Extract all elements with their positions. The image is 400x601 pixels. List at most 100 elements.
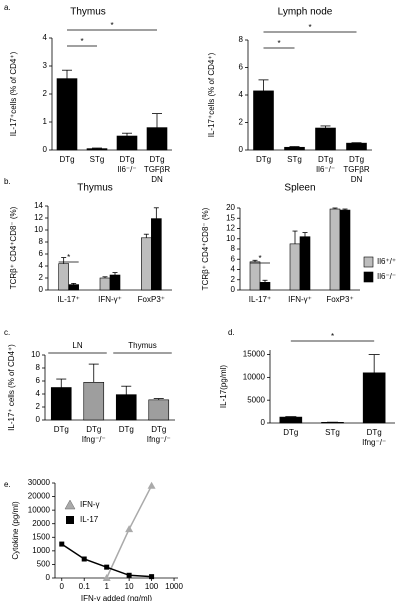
y-tick-label: 2 (43, 89, 48, 98)
bar (315, 127, 336, 151)
x-tick-label: 0.1 (79, 582, 91, 591)
bar (141, 237, 152, 291)
x-tick-label: TGFβR (343, 165, 370, 174)
legend-swatch (64, 499, 76, 510)
panel-label: b. (4, 177, 11, 186)
marker (81, 556, 87, 562)
panel-label: d. (228, 328, 235, 337)
bar (284, 146, 305, 151)
y-tick-label: 3 (43, 61, 48, 70)
x-tick-label: Il6⁻/⁻ (316, 165, 335, 174)
bar (151, 218, 162, 291)
marker (102, 574, 111, 581)
y-tick-label: 0 (239, 145, 244, 154)
x-tick-label: DTg (119, 155, 134, 164)
x-tick-label: FoxP3⁺ (326, 295, 353, 304)
y-tick-label: 2 (231, 275, 236, 284)
marker (104, 564, 110, 570)
x-tick-label: STg (287, 155, 302, 164)
bar (346, 142, 367, 151)
y-tick-label: 8 (239, 35, 244, 44)
panel-label: e. (4, 480, 11, 489)
chart-title: Spleen (284, 183, 315, 194)
x-tick-label: IFN-γ⁺ (98, 295, 122, 304)
y-axis-label: TCRβ⁺ CD4⁺CD8⁻ (%) (201, 207, 210, 290)
panel-label: a. (4, 3, 11, 12)
y-tick-label: 4 (239, 90, 244, 99)
y-tick-label: 1000 (32, 546, 50, 555)
bar (146, 127, 168, 151)
chart-title: Lymph node (278, 7, 333, 18)
bar (289, 243, 301, 291)
x-tick-label: DN (151, 175, 163, 184)
x-tick-label: DTg (149, 155, 164, 164)
x-tick-label: DTg (256, 155, 271, 164)
bar (148, 399, 170, 421)
bar (99, 277, 111, 291)
panel-label: c. (4, 328, 10, 337)
chart-title: Thymus (77, 183, 113, 194)
y-tick-label: 8 (39, 237, 44, 246)
y-tick-label: 10 (34, 225, 43, 234)
y-tick-label: 2000 (32, 519, 50, 528)
legend-swatch (66, 516, 74, 524)
legend-swatch (363, 271, 374, 283)
y-tick-label: 0 (261, 418, 266, 427)
y-axis-label: Cytokine (pg/ml) (11, 501, 20, 560)
bar (362, 372, 386, 424)
y-tick-label: 10000 (243, 372, 266, 381)
x-tick-label: 100 (145, 582, 159, 591)
significance-mark: * (308, 23, 311, 32)
x-tick-label: DTg (151, 425, 166, 434)
bar (299, 236, 311, 291)
x-tick-label: DTg (349, 155, 364, 164)
x-tick-label: FoxP3⁺ (138, 295, 165, 304)
y-tick-label: 0 (46, 573, 51, 582)
x-tick-label: IL-17⁺ (249, 295, 271, 304)
bar (83, 381, 105, 421)
bar (58, 263, 69, 291)
bar (115, 394, 137, 421)
y-tick-label: 500 (37, 560, 51, 569)
y-axis-label: IL-17⁺cells (% of CD4⁺) (9, 51, 18, 136)
x-tick-label: STg (325, 428, 340, 437)
y-tick-label: 10 (226, 234, 235, 243)
x-tick-label: Ifng⁻/⁻ (82, 435, 106, 444)
x-axis-label: IFN-γ added (ng/ml) (81, 594, 152, 601)
x-tick-label: DN (351, 175, 363, 184)
y-axis-label: TCRβ⁺ CD4⁺CD8⁻ (%) (9, 206, 18, 289)
y-tick-label: 6 (39, 249, 44, 258)
x-tick-label: STg (90, 155, 105, 164)
x-tick-label: 0 (60, 582, 65, 591)
y-tick-label: 4 (43, 33, 48, 42)
x-tick-label: 1000 (165, 582, 183, 591)
y-tick-label: 30000 (28, 478, 51, 487)
y-tick-label: 5000 (247, 395, 265, 404)
bar (329, 208, 341, 291)
significance-mark: * (67, 253, 70, 262)
x-tick-label: 10 (125, 582, 134, 591)
y-tick-label: 1 (43, 117, 48, 126)
x-tick-label: IL-17⁺ (57, 295, 79, 304)
y-tick-label: 2 (36, 402, 41, 411)
group-label: LN (72, 341, 82, 350)
y-tick-label: 10 (31, 350, 40, 359)
y-tick-label: 0 (36, 415, 41, 424)
y-tick-label: 8 (36, 363, 41, 372)
y-tick-label: 4 (231, 265, 236, 274)
x-tick-label: Ifng⁻/⁻ (147, 435, 171, 444)
y-axis-label: IL-17⁺ cells (% of CD4⁺) (7, 344, 16, 431)
bar (56, 78, 78, 151)
y-tick-label: 4 (39, 261, 44, 270)
marker (59, 541, 65, 547)
y-tick-label: 0 (39, 285, 44, 294)
bar (249, 261, 261, 291)
y-tick-label: 6 (239, 63, 244, 72)
x-tick-label: DTg (59, 155, 74, 164)
marker (125, 525, 134, 533)
y-tick-label: 12 (34, 213, 43, 222)
y-axis-label: IL-17(pg/ml) (219, 365, 228, 408)
bar (50, 387, 72, 421)
x-tick-label: TGFβR (144, 165, 171, 174)
legend-label: Il6⁻/⁻ (377, 272, 396, 281)
